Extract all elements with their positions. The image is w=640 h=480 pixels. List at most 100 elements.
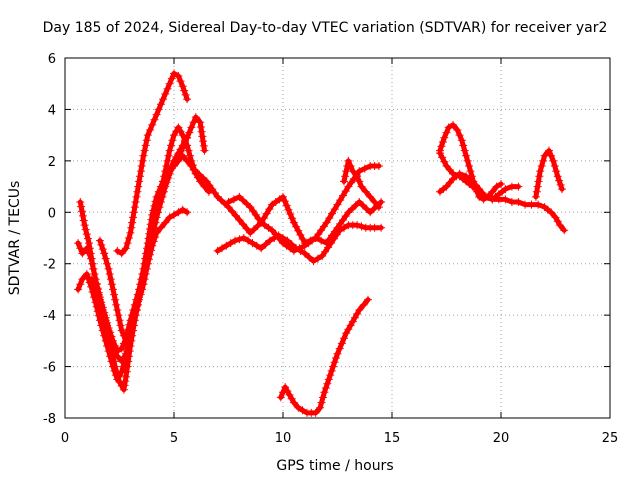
data-point (453, 126, 462, 134)
data-point (180, 86, 189, 95)
data-point (353, 221, 362, 230)
data-point (117, 326, 126, 335)
data-point (165, 169, 174, 178)
data-point (134, 297, 142, 306)
data-point (329, 362, 338, 371)
data-point (463, 156, 472, 165)
data-point (339, 191, 347, 200)
data-point (501, 195, 510, 204)
y-tick-label: -2 (43, 258, 56, 273)
data-point (309, 257, 318, 266)
data-point (111, 347, 120, 356)
data-point (196, 123, 205, 131)
data-point (187, 156, 196, 165)
data-point (252, 241, 261, 250)
data-point (560, 226, 569, 235)
data-point (279, 388, 287, 397)
data-point (159, 95, 168, 104)
data-point (158, 192, 167, 201)
data-point (129, 213, 137, 222)
data-point (327, 366, 336, 375)
data-point (178, 131, 187, 140)
data-point (112, 300, 121, 309)
data-point (180, 138, 189, 147)
data-point (183, 95, 192, 104)
y-tick-label: -4 (43, 309, 56, 324)
data-point (167, 164, 176, 173)
y-tick-label: -8 (43, 412, 56, 427)
data-point (146, 126, 154, 134)
data-point (449, 169, 457, 178)
data-point (497, 180, 505, 188)
data-point (333, 349, 342, 358)
y-tick-label: 4 (48, 103, 56, 118)
data-point (284, 205, 293, 214)
data-point (357, 222, 366, 231)
data-point (115, 316, 124, 325)
data-point (90, 270, 99, 278)
data-point (159, 187, 168, 196)
data-point (161, 218, 170, 227)
data-point (106, 275, 115, 284)
data-point (300, 249, 309, 258)
data-point (289, 398, 298, 407)
data-point (316, 403, 325, 412)
data-point (80, 221, 89, 230)
data-point (138, 279, 147, 288)
chart-title: Day 185 of 2024, Sidereal Day-to-day VTE… (43, 20, 608, 36)
data-point (346, 162, 355, 170)
data-point (185, 128, 194, 137)
data-point (282, 201, 291, 210)
y-tick-label: 6 (48, 52, 56, 67)
data-point (330, 205, 339, 214)
data-point (183, 208, 192, 217)
data-point (82, 244, 91, 253)
data-point (113, 352, 122, 361)
plot-frame (64, 57, 611, 419)
data-point (178, 82, 187, 91)
data-point (534, 200, 543, 209)
data-point (174, 72, 183, 80)
data-point (110, 290, 119, 299)
data-point (449, 120, 457, 129)
data-point (235, 216, 244, 224)
data-point (77, 202, 86, 211)
data-point (550, 162, 559, 170)
data-point (140, 270, 149, 278)
data-point (95, 236, 104, 245)
data-point (268, 226, 277, 235)
data-point (198, 132, 207, 141)
data-point (355, 306, 364, 314)
data-point (100, 249, 109, 258)
data-point (286, 210, 295, 218)
data-point (131, 198, 140, 206)
data-point (147, 239, 156, 248)
data-point (135, 177, 144, 186)
data-point (321, 247, 330, 256)
data-point (244, 236, 253, 245)
data-point (105, 270, 114, 278)
data-point (128, 218, 137, 227)
data-point (492, 182, 501, 191)
data-point (129, 208, 138, 217)
data-point (556, 180, 565, 189)
data-point (143, 254, 152, 263)
data-point (148, 120, 157, 129)
data-point (298, 406, 307, 415)
data-point (535, 172, 544, 181)
data-point (276, 393, 285, 402)
data-point (126, 331, 135, 340)
data-point (161, 90, 170, 98)
data-point (348, 317, 357, 326)
data-point (555, 221, 564, 230)
data-point (374, 203, 383, 212)
data-point (457, 136, 466, 145)
x-tick-label: 15 (384, 431, 401, 446)
data-point (85, 239, 93, 248)
data-point (119, 385, 128, 394)
data-point (146, 244, 154, 253)
data-point (138, 156, 147, 165)
data-point (137, 284, 146, 293)
data-point (79, 216, 88, 225)
data-point (134, 182, 143, 191)
